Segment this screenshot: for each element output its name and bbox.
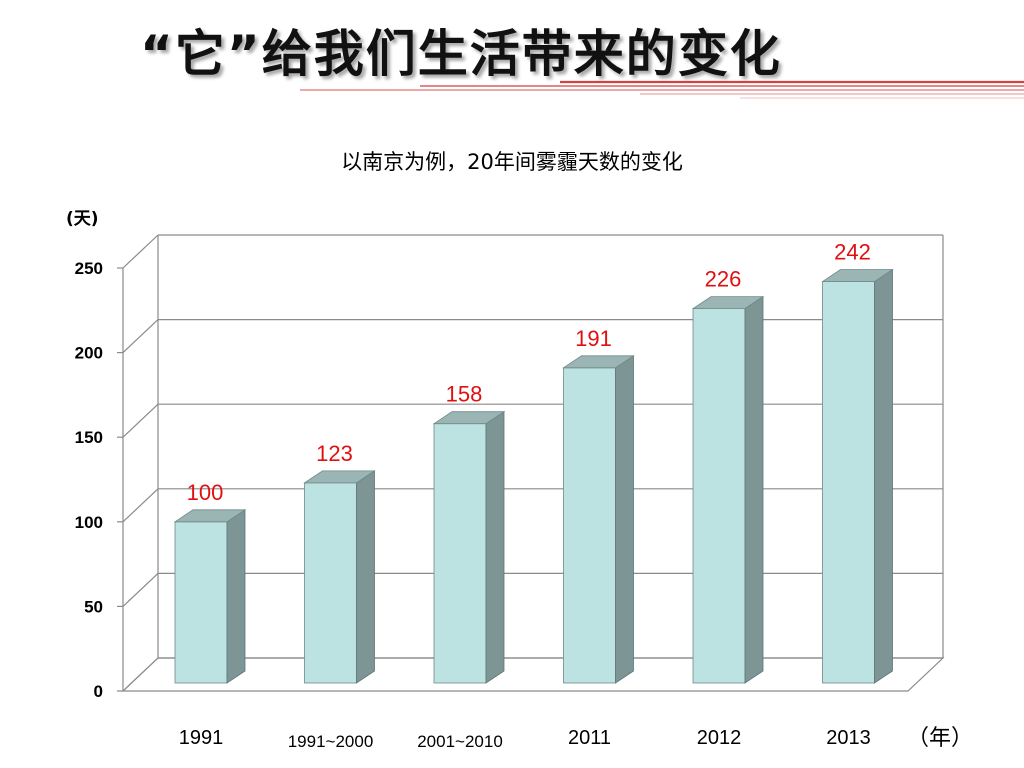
bar (691, 295, 765, 684)
y-axis-ticks: 0 50 100 150 200 250 (75, 259, 103, 701)
bar-top (562, 355, 635, 369)
bar-top (691, 296, 765, 310)
bar-front (174, 521, 228, 684)
y-axis-unit: (天) (66, 209, 99, 229)
x-axis-unit: （年） (907, 726, 973, 751)
bar (303, 470, 376, 684)
slide-title: “它”给我们生活带来的变化 (140, 25, 782, 83)
bar-front (692, 308, 746, 684)
x-category-label: 2001~2010 (417, 732, 503, 751)
y-tick-label: 100 (75, 513, 103, 532)
x-axis-categories: 1991 1991~2000 2001~2010 2011 2012 2013 (179, 727, 871, 751)
chart-bars (173, 268, 894, 684)
bar-front (822, 281, 875, 684)
x-category-label: 2013 (826, 727, 871, 749)
floor (121, 657, 945, 692)
bar-front (304, 482, 357, 684)
data-label: 100 (187, 480, 224, 505)
x-category-label: 1991 (179, 727, 224, 749)
chart-gridlines (117, 234, 943, 692)
bar-front (563, 367, 616, 684)
bar-side (874, 268, 893, 684)
bar (821, 268, 894, 684)
bar-top (173, 509, 247, 523)
bar-side (744, 295, 764, 684)
gridline-diagonal (122, 234, 159, 269)
x-category-label: 2012 (697, 727, 742, 749)
x-category-label: 1991~2000 (288, 732, 374, 751)
data-label: 226 (705, 267, 742, 292)
bar-top (303, 470, 376, 484)
bar-top (821, 269, 894, 282)
bar-side (615, 355, 634, 684)
data-labels: 100 123 158 191 226 242 (187, 240, 871, 505)
x-category-label: 2011 (568, 727, 611, 749)
bar-side (226, 509, 246, 684)
chart-title: 以南京为例，20年间雾霾天数的变化 (341, 150, 683, 174)
bar-top (432, 411, 506, 425)
bar (432, 410, 506, 684)
y-tick-label: 0 (94, 682, 103, 701)
title-underline-decoration (300, 80, 1024, 99)
gridline-diagonal (122, 319, 159, 354)
bar-front (433, 423, 487, 684)
data-label: 158 (446, 382, 483, 407)
bar-side (485, 410, 505, 684)
bar-side (356, 470, 375, 684)
y-tick-label: 250 (75, 259, 103, 278)
data-label: 123 (316, 441, 353, 466)
gridline-diagonal (122, 488, 159, 523)
y-tick-label: 150 (75, 428, 103, 447)
data-label: 191 (575, 326, 612, 351)
gridline-diagonal (122, 657, 159, 692)
data-label: 242 (834, 240, 871, 265)
gridline-diagonal (122, 572, 159, 607)
bar (173, 509, 247, 684)
bar (562, 355, 635, 684)
chart-walls (121, 235, 945, 692)
gridline-diagonal (122, 403, 159, 438)
y-tick-label: 200 (75, 344, 103, 363)
y-tick-label: 50 (84, 597, 103, 616)
